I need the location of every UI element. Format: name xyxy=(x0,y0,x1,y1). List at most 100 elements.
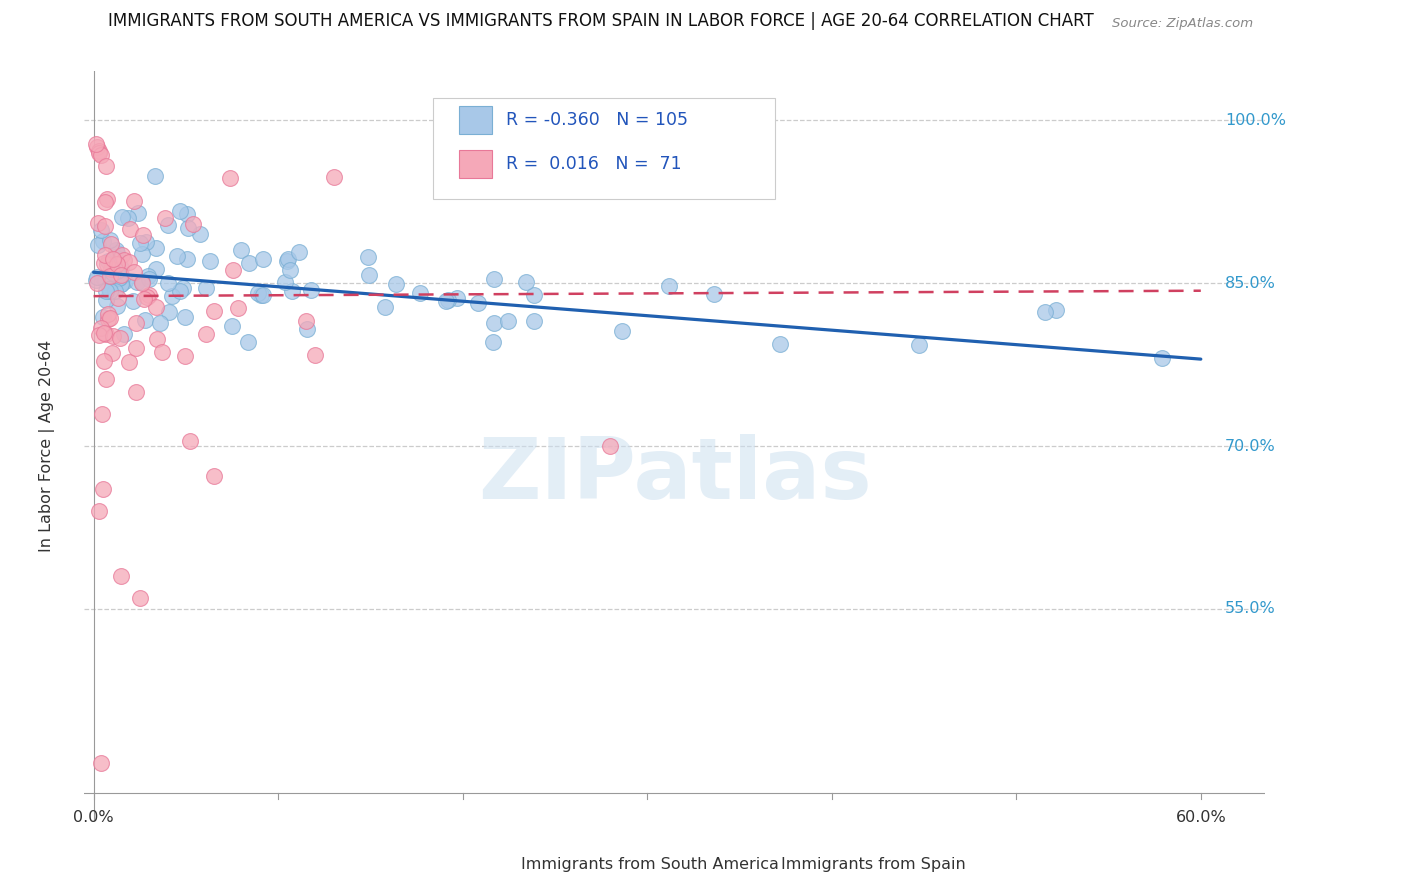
Text: Immigrants from South America: Immigrants from South America xyxy=(522,856,779,871)
Point xyxy=(157,276,180,290)
Point xyxy=(179,434,201,448)
Point xyxy=(157,218,180,232)
Point xyxy=(145,300,167,314)
Point xyxy=(128,591,150,605)
Point xyxy=(111,210,134,224)
Point xyxy=(117,211,139,225)
Text: IMMIGRANTS FROM SOUTH AMERICA VS IMMIGRANTS FROM SPAIN IN LABOR FORCE | AGE 20-6: IMMIGRANTS FROM SOUTH AMERICA VS IMMIGRA… xyxy=(108,12,1094,30)
Point xyxy=(101,252,124,266)
Point xyxy=(104,250,127,264)
Point xyxy=(118,355,141,369)
Point xyxy=(127,205,149,219)
Point xyxy=(112,327,135,342)
Point xyxy=(281,284,304,298)
Point xyxy=(467,295,489,310)
Text: 55.0%: 55.0% xyxy=(1225,601,1275,616)
Point xyxy=(110,277,132,292)
Point xyxy=(145,241,167,255)
Point xyxy=(359,268,381,282)
Point xyxy=(110,260,132,275)
Point xyxy=(150,344,173,359)
Point xyxy=(108,270,131,285)
Point xyxy=(96,307,118,321)
Text: R =  0.016   N =  71: R = 0.016 N = 71 xyxy=(506,155,682,173)
Point xyxy=(105,299,128,313)
Point xyxy=(100,276,122,290)
Point xyxy=(149,316,172,330)
Point xyxy=(90,222,112,236)
Point xyxy=(297,321,319,335)
Point xyxy=(96,192,118,206)
Point xyxy=(86,270,108,285)
Point xyxy=(107,291,129,305)
Point xyxy=(238,255,260,269)
Text: 70.0%: 70.0% xyxy=(1225,439,1275,453)
Point xyxy=(169,284,191,298)
Point xyxy=(219,171,242,186)
Point xyxy=(221,263,243,277)
Point xyxy=(94,372,117,386)
Point xyxy=(481,334,503,349)
Point xyxy=(135,290,157,304)
Point xyxy=(278,262,301,277)
Point xyxy=(134,313,156,327)
Point xyxy=(277,252,299,267)
Point xyxy=(101,266,124,280)
Point xyxy=(226,301,249,315)
Point xyxy=(97,277,120,291)
Point xyxy=(100,264,122,278)
Point xyxy=(96,257,118,271)
Point xyxy=(177,221,200,235)
Text: R = -0.360   N = 105: R = -0.360 N = 105 xyxy=(506,111,688,129)
Point xyxy=(91,407,114,421)
Point xyxy=(1033,305,1056,319)
Point xyxy=(86,140,108,154)
Point xyxy=(153,211,176,226)
Point xyxy=(87,144,111,158)
Point xyxy=(173,310,195,324)
Point xyxy=(94,273,117,287)
Point xyxy=(122,194,145,208)
Point xyxy=(323,169,346,184)
Point xyxy=(101,329,124,343)
Text: In Labor Force | Age 20-64: In Labor Force | Age 20-64 xyxy=(38,340,55,552)
Point xyxy=(110,268,132,282)
Point xyxy=(93,310,115,324)
Point xyxy=(105,245,128,260)
Point xyxy=(436,293,458,307)
Point xyxy=(122,265,145,279)
Bar xyxy=(458,151,492,178)
Point xyxy=(100,236,122,251)
Point xyxy=(110,277,132,291)
Point xyxy=(110,569,132,583)
Point xyxy=(90,756,112,770)
Point xyxy=(1150,351,1173,365)
Point xyxy=(288,245,311,260)
Point xyxy=(87,238,110,252)
Point xyxy=(93,354,115,368)
Point xyxy=(105,257,128,271)
Point xyxy=(276,254,298,268)
FancyBboxPatch shape xyxy=(433,97,775,199)
Point xyxy=(610,324,633,338)
Point xyxy=(122,293,145,308)
Point xyxy=(101,346,124,360)
Text: 100.0%: 100.0% xyxy=(1225,112,1286,128)
Point xyxy=(91,234,114,248)
Point xyxy=(482,317,505,331)
Point xyxy=(294,314,316,328)
Point xyxy=(176,207,198,221)
Point xyxy=(86,276,108,290)
Point xyxy=(157,305,180,319)
Point xyxy=(125,341,148,355)
Point xyxy=(90,148,112,162)
Text: 0.0%: 0.0% xyxy=(73,810,114,825)
Point xyxy=(120,222,142,236)
Point xyxy=(166,249,188,263)
Bar xyxy=(458,106,492,134)
Point xyxy=(91,483,114,497)
Point xyxy=(89,328,111,343)
Point xyxy=(374,300,396,314)
Point xyxy=(138,272,160,286)
Point xyxy=(87,145,111,160)
